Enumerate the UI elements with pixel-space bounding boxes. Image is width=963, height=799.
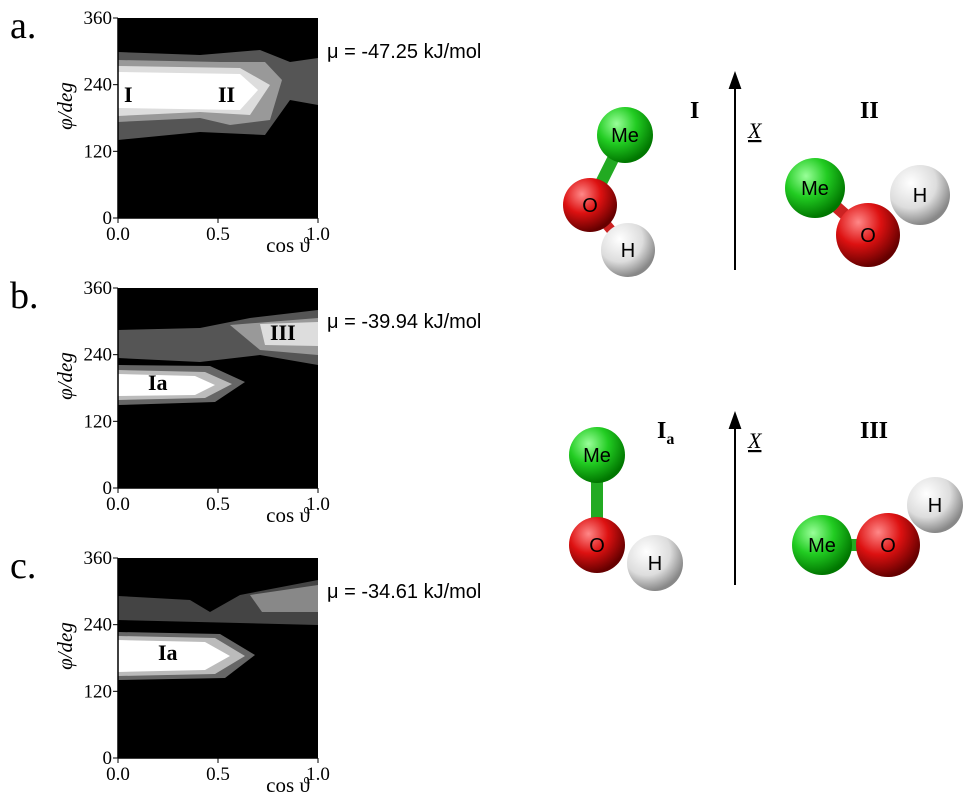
molecule-label: II bbox=[860, 98, 879, 124]
axis-label: X bbox=[747, 118, 763, 143]
molecule-label: Ia bbox=[657, 418, 674, 448]
x-tick-label: 0.0 bbox=[106, 494, 130, 515]
atom-label: H bbox=[621, 240, 635, 262]
atom-label: Me bbox=[801, 178, 829, 200]
y-tick-label: 120 bbox=[84, 681, 113, 702]
atom-label: O bbox=[860, 225, 876, 247]
energy-label: μ = -34.61 kJ/mol bbox=[327, 581, 481, 603]
x-tick-label: 0.5 bbox=[206, 224, 230, 245]
panel-label: c. bbox=[10, 545, 36, 587]
y-axis-label: φ/deg bbox=[53, 82, 77, 130]
y-axis-label: φ/deg bbox=[53, 622, 77, 670]
state-annotation: Ia bbox=[148, 370, 168, 395]
atom-label: Me bbox=[611, 125, 639, 147]
molecule-label: I bbox=[690, 98, 699, 124]
x-tick-label: 0.0 bbox=[106, 224, 130, 245]
x-axis-arrows bbox=[730, 74, 740, 585]
y-axis-label: φ/deg bbox=[53, 352, 77, 400]
x-axis-label: cos ϑ bbox=[266, 503, 310, 527]
panel-label: b. bbox=[10, 275, 39, 317]
x-tick-label: 0.5 bbox=[206, 494, 230, 515]
x-tick-label: 0.5 bbox=[206, 764, 230, 785]
y-tick-label: 240 bbox=[84, 345, 113, 366]
contour-plot bbox=[118, 18, 318, 218]
state-annotation: II bbox=[218, 82, 235, 107]
atom-label: O bbox=[589, 535, 605, 557]
state-annotation: I bbox=[124, 82, 133, 107]
y-tick-label: 360 bbox=[84, 548, 113, 569]
contour-plot bbox=[118, 558, 318, 758]
molecule-label: III bbox=[860, 418, 888, 444]
atom-label: O bbox=[880, 535, 896, 557]
energy-label: μ = -47.25 kJ/mol bbox=[327, 41, 481, 63]
panel-label: a. bbox=[10, 5, 36, 47]
molecule-III bbox=[792, 477, 963, 577]
y-tick-label: 240 bbox=[84, 615, 113, 636]
state-annotation: Ia bbox=[158, 640, 178, 665]
molecule-II bbox=[785, 158, 950, 267]
label-sub: a bbox=[666, 431, 674, 448]
label-main: I bbox=[657, 418, 666, 444]
y-tick-label: 120 bbox=[84, 411, 113, 432]
axis-label: X bbox=[747, 428, 763, 453]
y-tick-label: 360 bbox=[84, 278, 113, 299]
x-axis-label: cos ϑ bbox=[266, 233, 310, 257]
molecule-I bbox=[563, 107, 655, 277]
state-annotation: III bbox=[270, 320, 296, 345]
y-tick-label: 360 bbox=[84, 8, 113, 29]
figure: a.01202403600.00.51.0φ/degcos ϑμ = -47.2… bbox=[0, 0, 963, 794]
atom-label: O bbox=[582, 195, 598, 217]
x-tick-label: 0.0 bbox=[106, 764, 130, 785]
energy-label: μ = -39.94 kJ/mol bbox=[327, 311, 481, 333]
x-axis-label: cos ϑ bbox=[266, 773, 310, 794]
atom-label: Me bbox=[808, 535, 836, 557]
y-tick-label: 240 bbox=[84, 75, 113, 96]
atom-label: H bbox=[913, 185, 927, 207]
atom-label: H bbox=[648, 553, 662, 575]
atom-label: H bbox=[928, 495, 942, 517]
y-tick-label: 120 bbox=[84, 141, 113, 162]
atom-label: Me bbox=[583, 445, 611, 467]
